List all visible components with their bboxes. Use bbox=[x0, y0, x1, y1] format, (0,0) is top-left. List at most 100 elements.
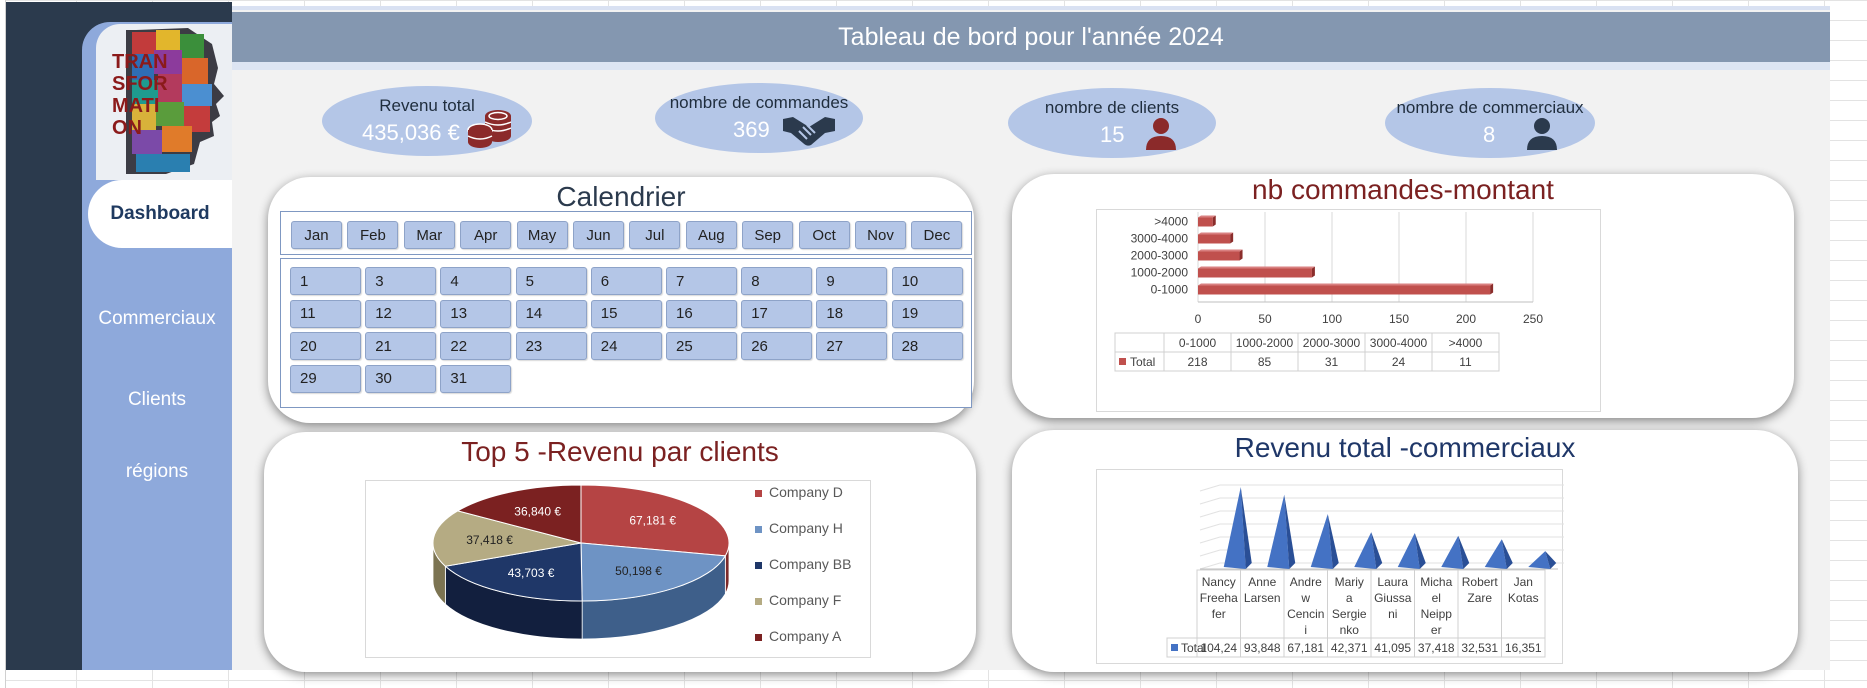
kpi-orders-label: nombre de commandes bbox=[669, 93, 849, 112]
day-button-12[interactable]: 12 bbox=[365, 299, 437, 328]
logo: TRAN SFOR MATI ON bbox=[96, 24, 232, 180]
y-tick-label: 0-1000 bbox=[1151, 283, 1189, 297]
category-label: ni bbox=[1388, 607, 1397, 621]
day-button-22[interactable]: 22 bbox=[440, 332, 512, 360]
category-label: i bbox=[1304, 623, 1307, 637]
day-button-19[interactable]: 19 bbox=[891, 299, 963, 328]
nav-dashboard-label: Dashboard bbox=[110, 203, 210, 224]
month-button-dec[interactable]: Dec bbox=[911, 221, 963, 249]
table-value: 11 bbox=[1459, 355, 1472, 369]
day-button-1[interactable]: 1 bbox=[290, 267, 361, 295]
category-label: Anne bbox=[1248, 575, 1276, 589]
legend-swatch bbox=[755, 490, 762, 497]
day-button-25[interactable]: 25 bbox=[666, 332, 737, 360]
month-button-jan[interactable]: Jan bbox=[291, 221, 342, 249]
day-button-10[interactable]: 10 bbox=[891, 267, 963, 295]
nav-clients-label: Clients bbox=[127, 389, 187, 410]
month-button-apr[interactable]: Apr bbox=[460, 221, 512, 249]
day-button-9[interactable]: 9 bbox=[816, 267, 888, 295]
table-value: 85 bbox=[1258, 355, 1272, 369]
bar-side bbox=[1311, 266, 1315, 278]
gridline bbox=[1199, 497, 1221, 505]
y-tick-label: 1000-2000 bbox=[1131, 266, 1189, 280]
day-button-14[interactable]: 14 bbox=[515, 299, 587, 328]
category-label: Robert bbox=[1462, 575, 1499, 589]
day-button-8[interactable]: 8 bbox=[741, 267, 813, 295]
day-button-21[interactable]: 21 bbox=[365, 332, 437, 360]
day-button-16[interactable]: 16 bbox=[666, 299, 737, 328]
nav-clients[interactable]: Clients bbox=[82, 389, 232, 411]
gridline bbox=[1199, 523, 1221, 531]
nav-regions[interactable]: régions bbox=[82, 461, 232, 483]
month-button-aug[interactable]: Aug bbox=[685, 221, 737, 249]
x-tick-label: 250 bbox=[1523, 312, 1543, 326]
category-label: Sergie bbox=[1332, 607, 1367, 621]
day-button-5[interactable]: 5 bbox=[515, 267, 587, 295]
table-value: 93,848 bbox=[1244, 641, 1281, 655]
table-header: 0-1000 bbox=[1179, 336, 1217, 350]
day-button-30[interactable]: 30 bbox=[365, 364, 437, 393]
day-button-17[interactable]: 17 bbox=[741, 299, 813, 328]
day-button-26[interactable]: 26 bbox=[741, 332, 813, 360]
table-header: 1000-2000 bbox=[1236, 336, 1294, 350]
pie-slice bbox=[580, 484, 730, 557]
day-button-6[interactable]: 6 bbox=[590, 267, 662, 295]
table-value: 67,181 bbox=[1287, 641, 1324, 655]
pyramid-side bbox=[1501, 539, 1513, 569]
day-button-23[interactable]: 23 bbox=[515, 332, 587, 360]
day-button-28[interactable]: 28 bbox=[891, 332, 963, 360]
category-label: Giussa bbox=[1374, 591, 1412, 605]
category-label: Laura bbox=[1377, 575, 1408, 589]
bar-top bbox=[1198, 215, 1216, 218]
category-label: nko bbox=[1340, 623, 1360, 637]
table-value: 104,24 bbox=[1200, 641, 1237, 655]
pie-slice bbox=[432, 510, 582, 567]
calendar-title: Calendrier bbox=[556, 181, 686, 212]
month-button-jul[interactable]: Jul bbox=[629, 221, 681, 249]
month-button-jun[interactable]: Jun bbox=[573, 221, 624, 249]
legend-label: Company A bbox=[769, 628, 842, 644]
month-button-sep[interactable]: Sep bbox=[742, 221, 794, 249]
month-button-feb[interactable]: Feb bbox=[347, 221, 399, 249]
bar bbox=[1198, 268, 1312, 278]
pie-data-label: 37,418 € bbox=[466, 533, 513, 547]
kpi-sales-value: 8 bbox=[1483, 122, 1496, 147]
category-label: Andre bbox=[1290, 575, 1322, 589]
day-button-29[interactable]: 29 bbox=[290, 364, 361, 393]
revenue-pie-chart: 67,181 € 50,198 € 43,703 € 37,418 € 36,840 €… bbox=[432, 484, 851, 644]
day-button-31[interactable]: 31 bbox=[440, 364, 512, 393]
category-label: Micha bbox=[1420, 575, 1452, 589]
pyramid-side bbox=[1458, 535, 1470, 569]
x-tick-label: 50 bbox=[1258, 312, 1272, 326]
pie-chart-title: Top 5 -Revenu par clients bbox=[461, 436, 779, 467]
kpi-sales-reps: nombre de commerciaux 8 bbox=[1385, 88, 1595, 158]
day-button-4[interactable]: 4 bbox=[440, 267, 512, 295]
table-header: >4000 bbox=[1449, 336, 1483, 350]
bar-top bbox=[1198, 249, 1243, 252]
bar-top bbox=[1198, 283, 1494, 286]
nav-dashboard[interactable]: Dashboard bbox=[88, 180, 232, 248]
orders-bar-chart: 0 50 100 150 200 250 0-1000 1000-2000 2000-3000 3… bbox=[1114, 212, 1543, 372]
day-button-11[interactable]: 11 bbox=[290, 299, 361, 328]
day-button-13[interactable]: 13 bbox=[440, 299, 512, 328]
month-button-may[interactable]: May bbox=[516, 221, 568, 249]
day-button-3[interactable]: 3 bbox=[365, 267, 437, 295]
kpi-orders: nombre de commandes 369 bbox=[655, 83, 863, 153]
day-button-24[interactable]: 24 bbox=[590, 332, 662, 360]
day-button-15[interactable]: 15 bbox=[590, 299, 662, 328]
gridline bbox=[1199, 484, 1221, 492]
month-button-nov[interactable]: Nov bbox=[855, 221, 906, 249]
logo-line-2: SFOR bbox=[112, 73, 168, 95]
month-button-mar[interactable]: Mar bbox=[403, 221, 455, 249]
month-button-oct[interactable]: Oct bbox=[798, 221, 850, 249]
pyramid-side bbox=[1414, 533, 1426, 569]
day-button-20[interactable]: 20 bbox=[290, 332, 361, 360]
category-label: Cencin bbox=[1287, 607, 1324, 621]
kpi-clients-label: nombre de clients bbox=[1044, 98, 1180, 117]
day-button-18[interactable]: 18 bbox=[816, 299, 888, 328]
day-button-7[interactable]: 7 bbox=[666, 267, 737, 295]
nav-commerciaux[interactable]: Commerciaux bbox=[82, 308, 232, 330]
day-button-27[interactable]: 27 bbox=[816, 332, 888, 360]
legend-swatch bbox=[755, 598, 762, 605]
bar-top bbox=[1198, 232, 1234, 235]
